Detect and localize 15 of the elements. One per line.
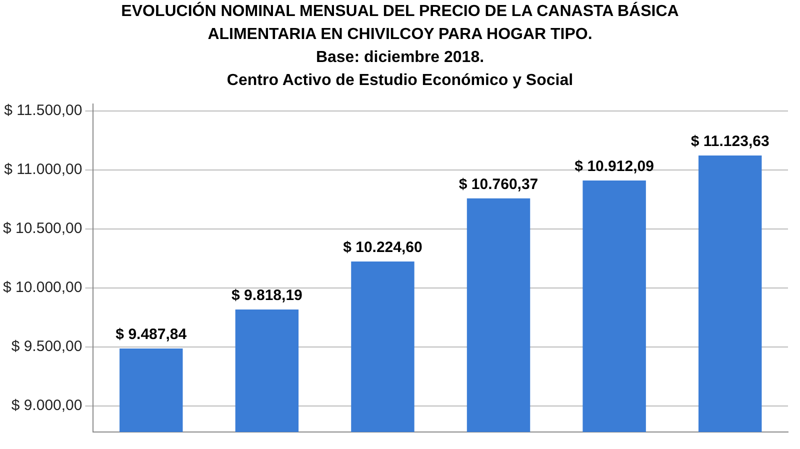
chart-title: EVOLUCIÓN NOMINAL MENSUAL DEL PRECIO DE LA CANASTA BÁSICA ALIMENTARIA EN CHIVILCOY PARA HOGAR TIPO. xyxy=(120,0,680,45)
data-label: $ 11.123,63 xyxy=(690,133,770,150)
chart-subtitle: Base: diciembre 2018. xyxy=(314,48,486,68)
y-tick-label: $ 9.000,00 xyxy=(11,397,82,414)
y-tick-label: $ 10.500,00 xyxy=(2,220,82,238)
y-tick-label: $ 9.500,00 xyxy=(11,338,82,356)
data-label: $ 9.818,19 xyxy=(231,287,302,304)
y-tick-label: $ 10.000,00 xyxy=(2,279,82,296)
data-label: $ 10.912,09 xyxy=(574,158,654,176)
data-label: $ 10.224,60 xyxy=(343,239,422,256)
data-label: $ 10.760,37 xyxy=(458,176,538,193)
data-label: $ 9.487,84 xyxy=(116,326,188,344)
text: Centro Activo de Estudio Económico y Social xyxy=(226,71,574,91)
y-tick-label: $ 11.500,00 xyxy=(4,102,82,120)
y-tick-label: $ 11.000,00 xyxy=(4,161,82,178)
